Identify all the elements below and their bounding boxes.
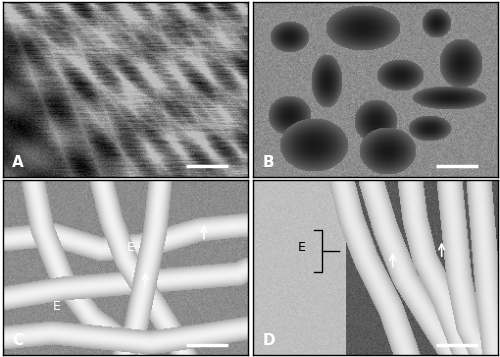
Text: E: E [298, 241, 306, 254]
Text: D: D [262, 333, 275, 348]
Text: B: B [262, 155, 274, 170]
Text: C: C [12, 333, 24, 348]
Text: E: E [126, 241, 134, 254]
Text: E: E [53, 300, 61, 313]
Text: A: A [12, 155, 24, 170]
